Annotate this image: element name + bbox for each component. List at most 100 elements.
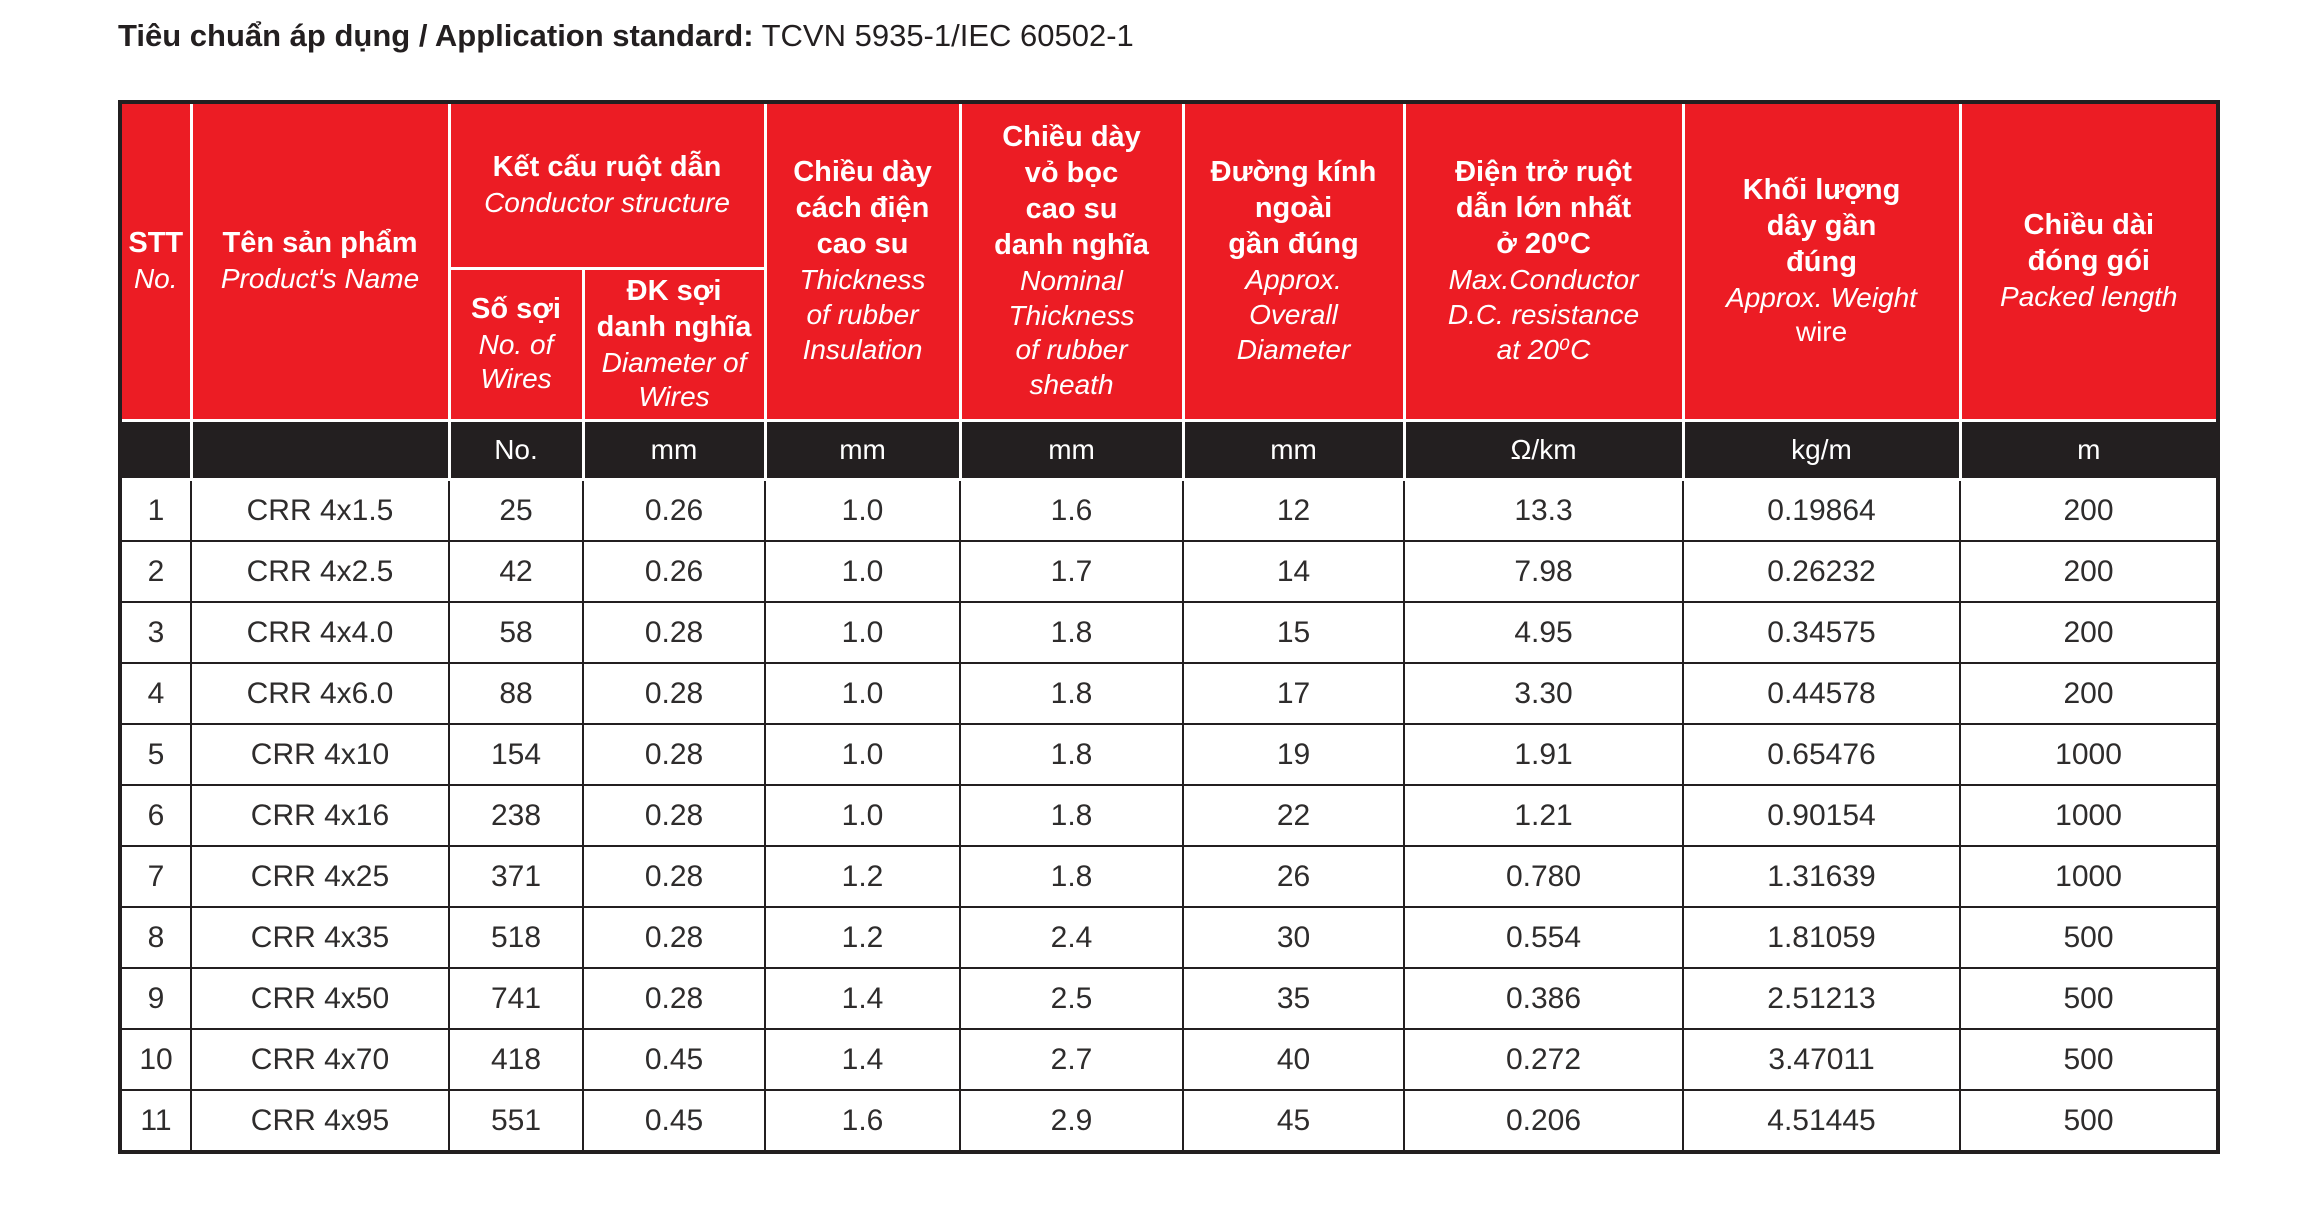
table-cell: 1.8 — [959, 723, 1185, 786]
table-cell: 13.3 — [1403, 478, 1685, 542]
table-cell: CRR 4x25 — [190, 845, 450, 908]
table-row: 5 CRR 4x10 154 0.28 1.0 1.8 19 1.91 0.65476 1000 — [119, 723, 2220, 786]
table-cell: 1.6 — [764, 1089, 962, 1153]
table-cell: 1.8 — [959, 845, 1185, 908]
table-cell: 1.4 — [764, 967, 962, 1030]
table-cell: 1.0 — [764, 540, 962, 603]
table-cell: 11 — [119, 1089, 192, 1153]
table-cell: 200 — [1959, 662, 2220, 725]
table-cell: 19 — [1182, 723, 1406, 786]
header-conductor-structure-vi: Kết cấu ruột dẫn — [492, 151, 722, 184]
table-cell: 35 — [1182, 967, 1406, 1030]
table-cell: 1.2 — [764, 845, 962, 908]
table-cell: CRR 4x16 — [190, 784, 450, 847]
table-cell: 0.19864 — [1682, 478, 1962, 542]
unit-cell: mm — [1181, 419, 1406, 481]
header-dc-resistance: Điện trở ruột dẫn lớn nhất ở 20⁰C Max.Co… — [1402, 100, 1685, 422]
table-row: 6 CRR 4x16 238 0.28 1.0 1.8 22 1.21 0.90154 1000 — [119, 784, 2220, 847]
header-packed-length-vi: Chiều dài đóng gói — [2023, 209, 2155, 278]
table-cell: 1 — [119, 478, 192, 542]
table-cell: CRR 4x10 — [190, 723, 450, 786]
table-cell: 2.51213 — [1682, 967, 1962, 1030]
table-cell: 0.28 — [581, 723, 767, 786]
table-cell: CRR 4x6.0 — [190, 662, 450, 725]
table-cell: 1.0 — [764, 784, 962, 847]
table-cell: 0.26232 — [1682, 540, 1962, 603]
units-row: No. mm mm mm mm Ω/km kg/m m — [118, 419, 2220, 481]
table-row: 7 CRR 4x25 371 0.28 1.2 1.8 26 0.780 1.31639 1000 — [119, 845, 2220, 908]
table-cell: 2.9 — [959, 1089, 1185, 1153]
header-no-of-wires-vi: Số sợi — [471, 292, 561, 325]
unit-cell: mm — [581, 419, 767, 481]
table-cell: 1000 — [1959, 723, 2220, 786]
table-cell: 5 — [119, 723, 192, 786]
header-weight-en-wire: wire — [1795, 316, 1848, 348]
header-no-of-wires-en: No. of Wires — [478, 328, 554, 395]
unit-cell: m — [1958, 419, 2220, 481]
table-cell: 10 — [119, 1028, 192, 1091]
table-cell: 500 — [1959, 967, 2220, 1030]
table-cell: 500 — [1959, 1089, 2220, 1153]
table-cell: 518 — [448, 906, 584, 969]
header-product-name-en: Product's Name — [220, 263, 420, 295]
table-cell: 0.28 — [581, 784, 767, 847]
table-cell: 1.0 — [764, 478, 962, 542]
header-insulation-thickness-vi: Chiều dày cách điện cao su — [793, 156, 932, 261]
table-cell: 1.6 — [959, 478, 1185, 542]
page-title: Tiêu chuẩn áp dụng / Application standar… — [118, 18, 1134, 54]
table-cell: 4 — [119, 662, 192, 725]
header-insulation-thickness: Chiều dày cách điện cao su Thickness of … — [763, 100, 962, 422]
table-cell: 22 — [1182, 784, 1406, 847]
table-cell: 1000 — [1959, 784, 2220, 847]
table-row: 4 CRR 4x6.0 88 0.28 1.0 1.8 17 3.30 0.44578 200 — [119, 662, 2220, 725]
table-cell: 0.272 — [1403, 1028, 1685, 1091]
table-cell: 3.47011 — [1682, 1028, 1962, 1091]
table-cell: CRR 4x70 — [190, 1028, 450, 1091]
table-cell: 0.28 — [581, 845, 767, 908]
unit-cell: Ω/km — [1402, 419, 1685, 481]
unit-cell: kg/m — [1681, 419, 1962, 481]
table-row: 8 CRR 4x35 518 0.28 1.2 2.4 30 0.554 1.81059 500 — [119, 906, 2220, 969]
table-cell: 0.386 — [1403, 967, 1685, 1030]
table-cell: 1.0 — [764, 601, 962, 664]
unit-cell: mm — [958, 419, 1185, 481]
table-cell: 0.28 — [581, 662, 767, 725]
table-cell: 200 — [1959, 601, 2220, 664]
table-cell: 418 — [448, 1028, 584, 1091]
table-cell: 0.554 — [1403, 906, 1685, 969]
table-row: 3 CRR 4x4.0 58 0.28 1.0 1.8 15 4.95 0.34575 200 — [119, 601, 2220, 664]
header-conductor-structure: Kết cấu ruột dẫn Conductor structure — [447, 100, 767, 270]
page-title-value: TCVN 5935-1/IEC 60502-1 — [761, 18, 1134, 53]
table-cell: 1.2 — [764, 906, 962, 969]
unit-cell — [118, 419, 193, 481]
table-cell: 741 — [448, 967, 584, 1030]
header-weight-en: Approx. Weight — [1726, 281, 1917, 313]
table-cell: 371 — [448, 845, 584, 908]
table-row: 11 CRR 4x95 551 0.45 1.6 2.9 45 0.206 4.51445 500 — [119, 1089, 2220, 1153]
table-cell: 0.780 — [1403, 845, 1685, 908]
table-cell: 1000 — [1959, 845, 2220, 908]
table-cell: 40 — [1182, 1028, 1406, 1091]
table-row: 10 CRR 4x70 418 0.45 1.4 2.7 40 0.272 3.47011 500 — [119, 1028, 2220, 1091]
table-row: 2 CRR 4x2.5 42 0.26 1.0 1.7 14 7.98 0.26232 200 — [119, 540, 2220, 603]
table-cell: 45 — [1182, 1089, 1406, 1153]
header-sheath-thickness-vi: Chiều dày vỏ bọc cao su danh nghĩa — [994, 121, 1149, 262]
header-weight: Khối lượng dây gần đúng Approx. Weight w… — [1681, 100, 1962, 422]
table-cell: 6 — [119, 784, 192, 847]
table-cell: 26 — [1182, 845, 1406, 908]
table-cell: 9 — [119, 967, 192, 1030]
header-dc-resistance-vi: Điện trở ruột dẫn lớn nhất ở 20⁰C — [1455, 156, 1632, 261]
table-cell: 7 — [119, 845, 192, 908]
table-cell: 0.65476 — [1682, 723, 1962, 786]
header-weight-vi: Khối lượng dây gần đúng — [1742, 173, 1901, 278]
table-cell: 2 — [119, 540, 192, 603]
header-conductor-structure-en: Conductor structure — [484, 187, 730, 219]
table-cell: 200 — [1959, 540, 2220, 603]
table-cell: 12 — [1182, 478, 1406, 542]
table-cell: 1.0 — [764, 723, 962, 786]
header-overall-diameter-en: Approx. Overall Diameter — [1236, 264, 1351, 365]
header-no-of-wires: Số sợi No. of Wires — [447, 267, 585, 422]
table-cell: 0.34575 — [1682, 601, 1962, 664]
table-cell: 500 — [1959, 1028, 2220, 1091]
header-overall-diameter: Đường kính ngoài gần đúng Approx. Overal… — [1181, 100, 1406, 422]
